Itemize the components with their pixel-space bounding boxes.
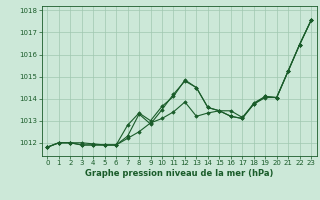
- X-axis label: Graphe pression niveau de la mer (hPa): Graphe pression niveau de la mer (hPa): [85, 169, 273, 178]
